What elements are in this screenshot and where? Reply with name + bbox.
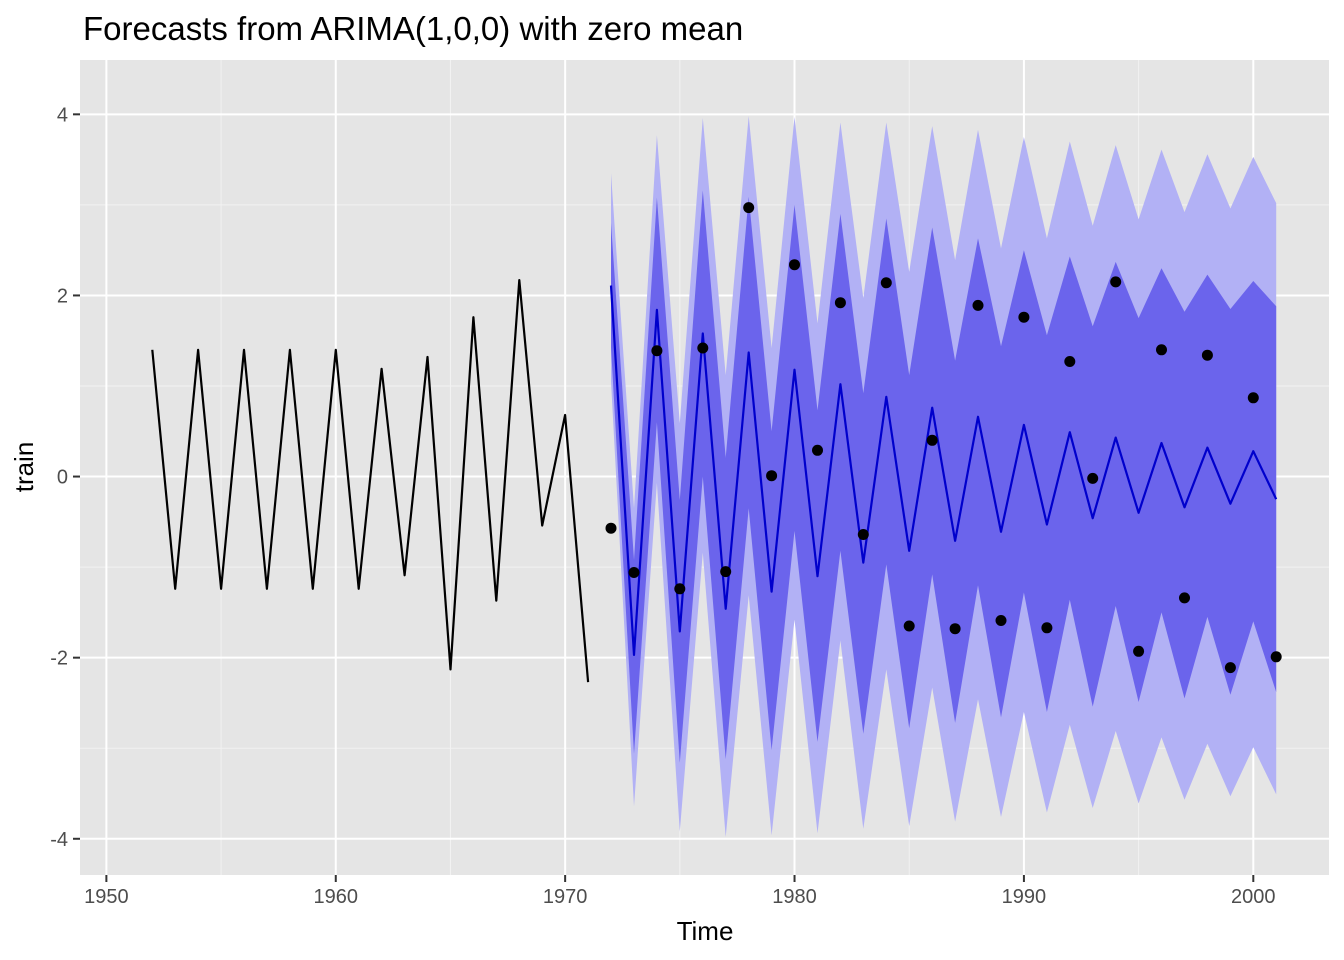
test-point — [1087, 472, 1099, 484]
x-axis-title: Time — [677, 916, 734, 946]
forecast-mean-line — [609, 285, 1278, 657]
test-point — [743, 202, 755, 214]
test-point — [995, 615, 1007, 626]
test-point — [903, 620, 915, 632]
test-point — [1133, 645, 1145, 657]
y-tick-label: 0 — [57, 467, 68, 489]
test-point — [1270, 651, 1282, 663]
test-point — [834, 297, 846, 309]
test-point — [720, 566, 732, 578]
test-point — [812, 444, 823, 456]
test-point — [857, 529, 869, 540]
test-point — [880, 277, 892, 289]
test-point — [1041, 622, 1053, 634]
test-point — [949, 623, 961, 635]
x-tick-label: 1980 — [772, 886, 817, 908]
history-line — [151, 279, 590, 683]
test-point — [1110, 276, 1122, 288]
x-tick-label: 1950 — [84, 886, 129, 908]
test-point — [1179, 592, 1190, 604]
test-point — [789, 259, 800, 271]
test-point — [766, 470, 778, 482]
y-tick-label: 2 — [57, 285, 68, 307]
test-point — [674, 583, 686, 595]
history-series — [151, 279, 590, 683]
y-tick-label: 4 — [57, 104, 68, 126]
test-point — [1224, 662, 1236, 674]
y-axis: -4 -2 0 2 4 — [50, 104, 80, 851]
x-tick-label: 2000 — [1231, 886, 1276, 908]
forecast-series — [609, 285, 1278, 657]
x-axis: 1950 1960 1970 1980 1990 2000 — [84, 875, 1276, 908]
test-point — [926, 434, 938, 446]
test-point — [1156, 344, 1167, 356]
chart-title: Forecasts from ARIMA(1,0,0) with zero me… — [83, 10, 743, 47]
test-point — [697, 342, 709, 354]
test-point — [1201, 349, 1213, 361]
test-point — [1018, 311, 1030, 323]
x-tick-label: 1960 — [314, 886, 359, 908]
x-tick-label: 1990 — [1002, 886, 1047, 908]
test-point — [605, 522, 617, 534]
x-tick-label: 1970 — [543, 886, 588, 908]
test-point — [628, 567, 640, 578]
y-tick-label: -4 — [50, 829, 68, 851]
test-point — [972, 299, 984, 311]
test-point — [651, 345, 663, 357]
test-points-series — [605, 202, 1282, 674]
test-point — [1247, 392, 1259, 404]
y-axis-title: train — [9, 442, 39, 493]
y-tick-label: -2 — [50, 648, 68, 670]
test-point — [1064, 356, 1076, 367]
